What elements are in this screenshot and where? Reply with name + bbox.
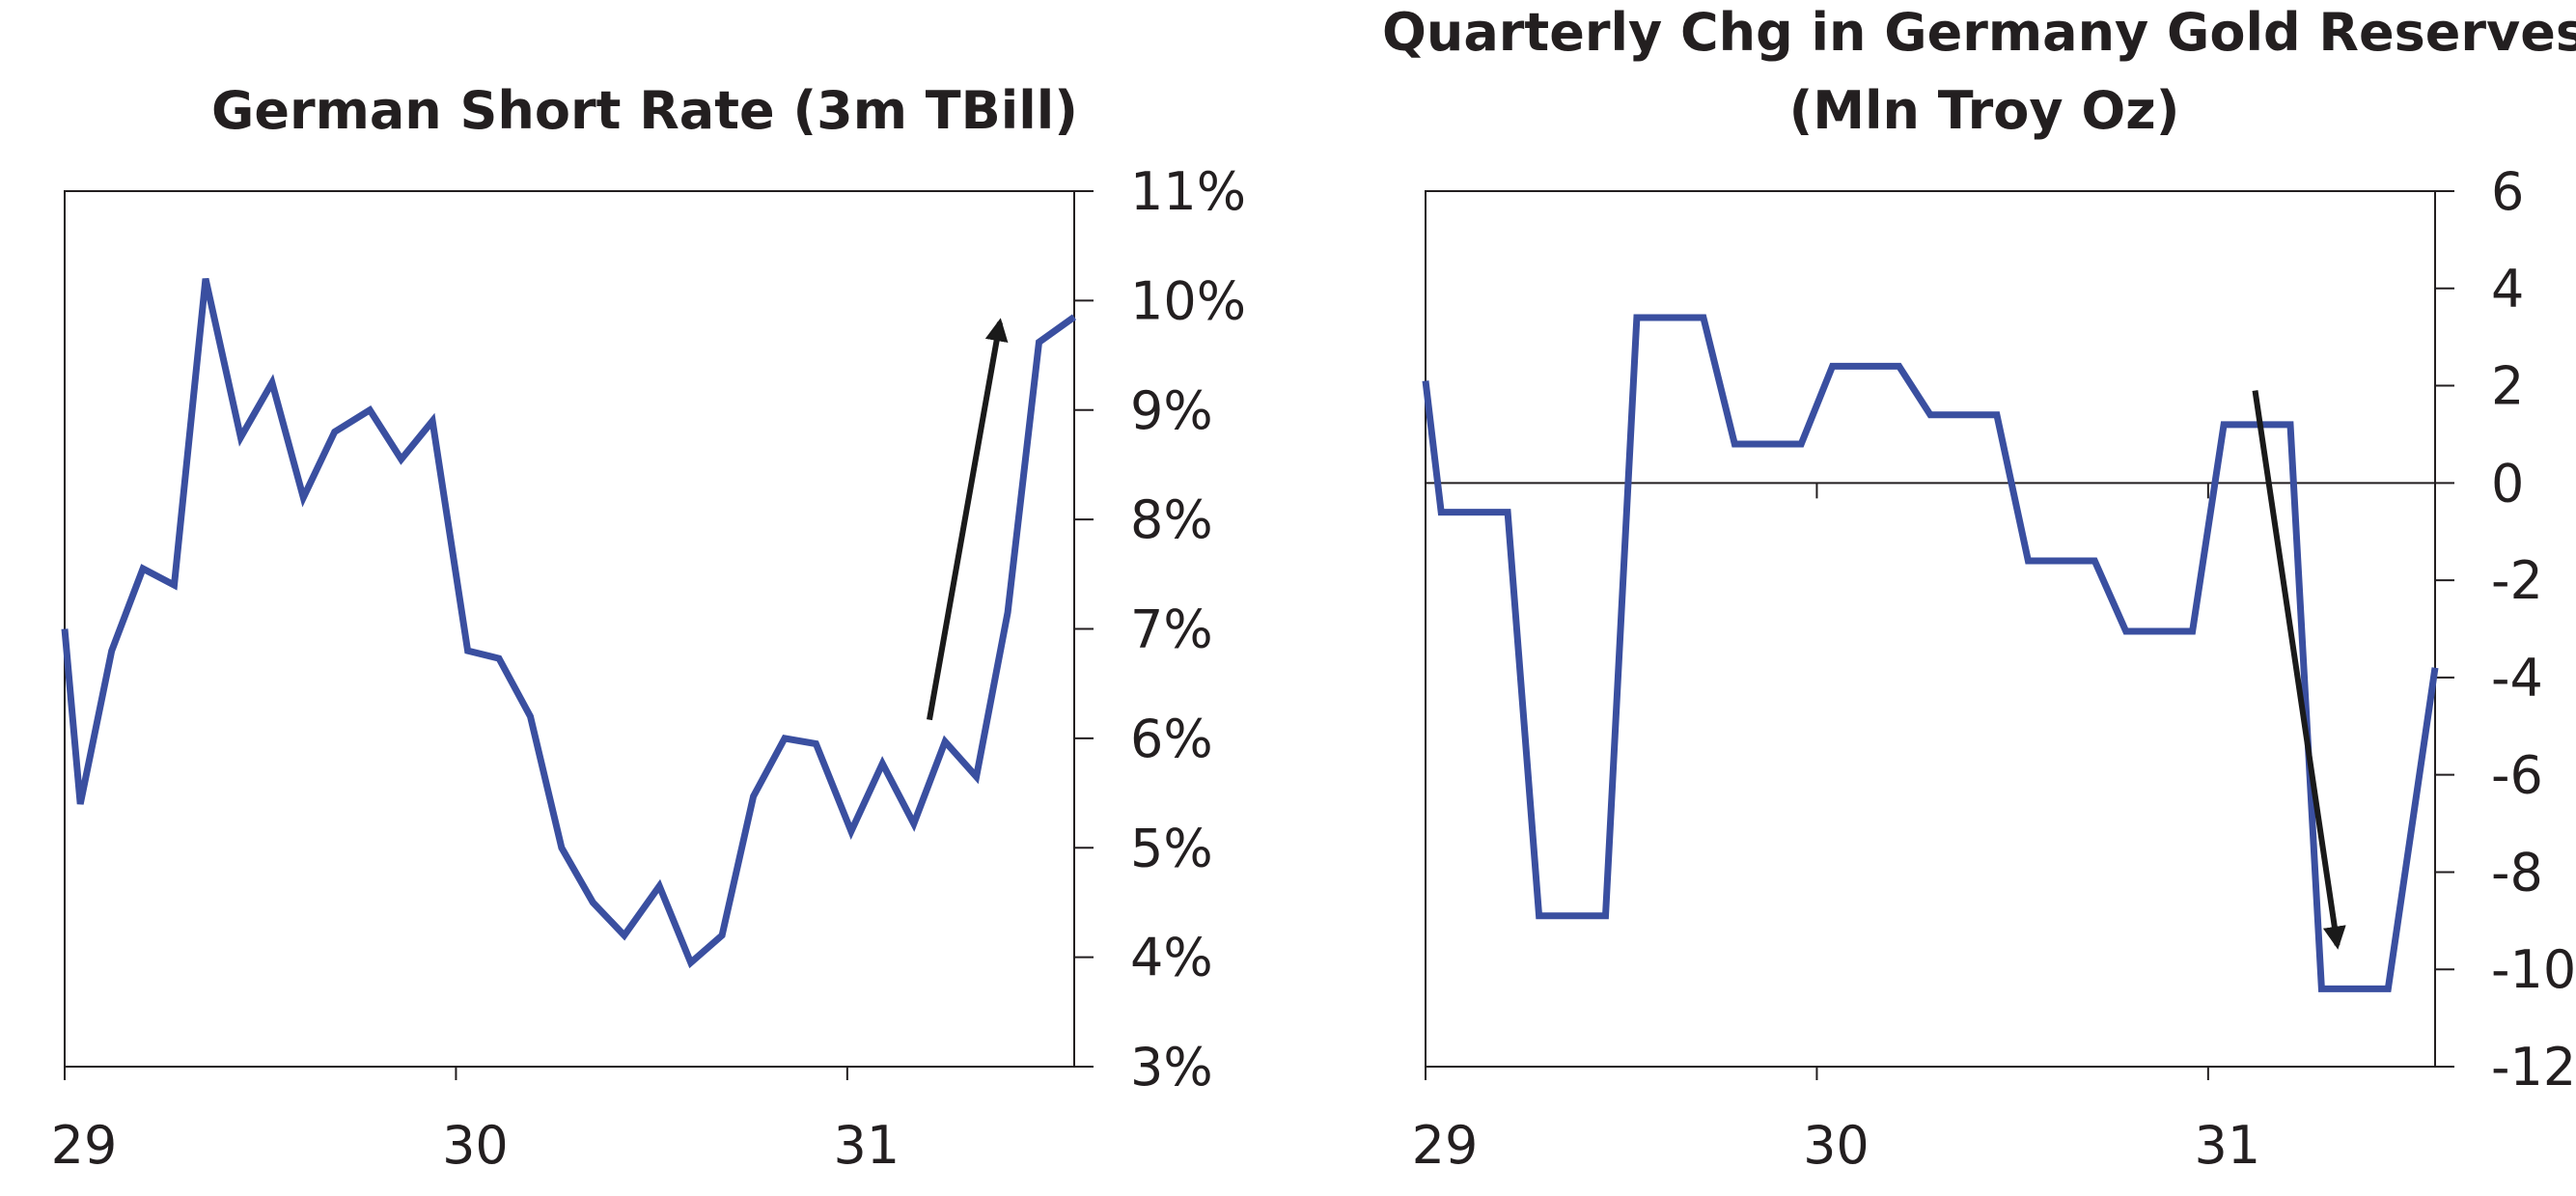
short-rate-y-axis: 11% 10% 9% 8% 7% 6% 5% 4% 3%	[1074, 161, 1246, 1098]
gold-reserves-y-tick-label: -6	[2491, 745, 2543, 806]
gold-reserves-x-tick-label: 29	[1412, 1115, 1479, 1176]
gold-reserves-y-tick-label: -8	[2491, 842, 2543, 903]
short-rate-y-tick-label: 10%	[1130, 270, 1246, 331]
gold-reserves-chart: Quarterly Chg in Germany Gold Reserves (…	[1382, 2, 2576, 1176]
gold-reserves-trend-arrow	[2252, 390, 2346, 950]
short-rate-series-line	[61, 277, 1077, 969]
gold-reserves-y-tick-label: -4	[2491, 648, 2543, 709]
gold-reserves-x-axis: 29 30 31	[1412, 483, 2260, 1176]
short-rate-y-tick-label: 8%	[1130, 489, 1213, 550]
short-rate-x-tick-label: 30	[442, 1115, 509, 1176]
short-rate-x-tick-label: 31	[833, 1115, 900, 1176]
short-rate-title: German Short Rate (3m TBill)	[211, 80, 1078, 141]
short-rate-y-tick-label: 11%	[1130, 161, 1246, 222]
gold-reserves-y-axis: 6 4 2 0 -2 -4 -6 -8 -10 -12	[2435, 161, 2576, 1098]
short-rate-chart: German Short Rate (3m TBill) 11% 10% 9% 8% 7…	[51, 80, 1246, 1176]
gold-reserves-y-tick-label: -2	[2491, 550, 2543, 611]
short-rate-y-tick-label: 7%	[1130, 599, 1213, 660]
gold-reserves-y-tick-label: -10	[2491, 939, 2576, 1000]
gold-reserves-x-tick-label: 31	[2194, 1115, 2260, 1176]
gold-reserves-series-line	[1422, 314, 2439, 992]
gold-reserves-x-tick-label: 30	[1803, 1115, 1870, 1176]
short-rate-x-tick-label: 29	[51, 1115, 118, 1176]
gold-reserves-subtitle: (Mln Troy Oz)	[1789, 80, 2180, 141]
gold-reserves-y-tick-label: 6	[2491, 161, 2524, 222]
short-rate-y-tick-label: 3%	[1130, 1037, 1213, 1098]
gold-reserves-y-tick-label: -12	[2491, 1037, 2576, 1098]
short-rate-x-axis: 29 30 31	[51, 1067, 900, 1176]
short-rate-y-tick-label: 9%	[1130, 380, 1213, 441]
short-rate-y-tick-label: 4%	[1130, 928, 1213, 988]
gold-reserves-y-tick-label: 4	[2491, 259, 2524, 320]
short-rate-y-tick-label: 5%	[1130, 818, 1213, 878]
gold-reserves-title: Quarterly Chg in Germany Gold Reserves	[1382, 2, 2576, 63]
gold-reserves-plot-frame	[1425, 190, 2436, 1068]
gold-reserves-y-tick-label: 2	[2491, 356, 2524, 417]
gold-reserves-y-tick-label: 0	[2491, 453, 2524, 514]
short-rate-y-tick-label: 6%	[1130, 709, 1213, 769]
short-rate-trend-arrow	[927, 318, 1009, 721]
